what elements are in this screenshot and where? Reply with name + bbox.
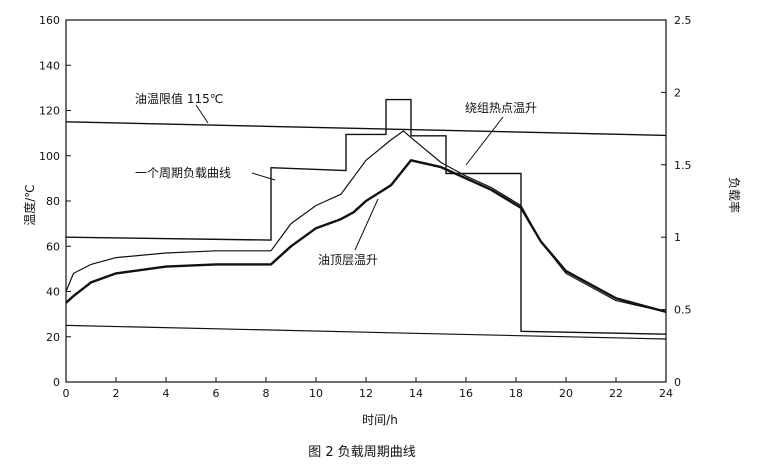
y-left-tick-label: 160	[39, 14, 60, 27]
x-tick-label: 6	[213, 387, 220, 400]
y-right-tick-label: 2.5	[674, 14, 692, 27]
y-left-tick-label: 120	[39, 105, 60, 118]
y-left-tick-label: 20	[46, 331, 60, 344]
y-left-tick-label: 100	[39, 150, 60, 163]
x-tick-label: 24	[659, 387, 673, 400]
leader-load-curve	[251, 172, 276, 181]
annotation-oil-top: 油顶层温升	[318, 253, 378, 267]
x-tick-label: 4	[163, 387, 170, 400]
series-lower-reference	[65, 324, 667, 340]
x-tick-label: 16	[459, 387, 473, 400]
y-right-tick-label: 0	[674, 376, 681, 389]
x-tick-label: 14	[409, 387, 423, 400]
y-left-tick-label: 80	[46, 195, 60, 208]
tick-layer: 0 2 4 6 8 10 12 14 16 18 20 22 240204060801001201401…	[39, 14, 692, 400]
leader-oil-limit	[195, 104, 209, 124]
series-oil-temp-limit	[65, 121, 667, 137]
series-winding-hotspot-rise	[65, 130, 667, 313]
x-tick-label: 18	[509, 387, 523, 400]
annotation-oil-limit: 油温限值 115℃	[135, 91, 223, 106]
series-layer	[65, 98, 667, 340]
y-left-tick-label: 60	[46, 240, 60, 253]
annotation-load-curve: 一个周期负载曲线	[135, 166, 231, 180]
leader-oil-top	[354, 198, 379, 251]
y-right-tick-label: 1	[674, 231, 681, 244]
figure-caption: 图 2 负载周期曲线	[308, 445, 416, 460]
x-tick-label: 8	[263, 387, 270, 400]
y-axis-right-label: 负载率	[727, 177, 742, 213]
series-load-cycle	[65, 98, 667, 335]
x-tick-label: 2	[113, 387, 120, 400]
y-left-tick-label: 40	[46, 286, 60, 299]
annotation-winding-hotspot: 绕组热点温升	[465, 101, 537, 115]
y-left-tick-label: 0	[53, 376, 60, 389]
y-axis-left-label: 温度/℃	[22, 184, 37, 226]
x-tick-label: 20	[559, 387, 573, 400]
series-oil-top-rise	[65, 159, 667, 314]
y-left-tick-label: 140	[39, 59, 60, 72]
x-tick-label: 12	[359, 387, 373, 400]
y-right-tick-label: 2	[674, 86, 681, 99]
leader-winding-hotspot	[465, 116, 504, 166]
y-right-tick-label: 0.5	[674, 304, 692, 317]
x-axis-label: 时间/h	[362, 413, 398, 427]
x-tick-label: 22	[609, 387, 623, 400]
x-tick-label: 0	[63, 387, 70, 400]
x-tick-label: 10	[309, 387, 323, 400]
y-right-tick-label: 1.5	[674, 159, 692, 172]
